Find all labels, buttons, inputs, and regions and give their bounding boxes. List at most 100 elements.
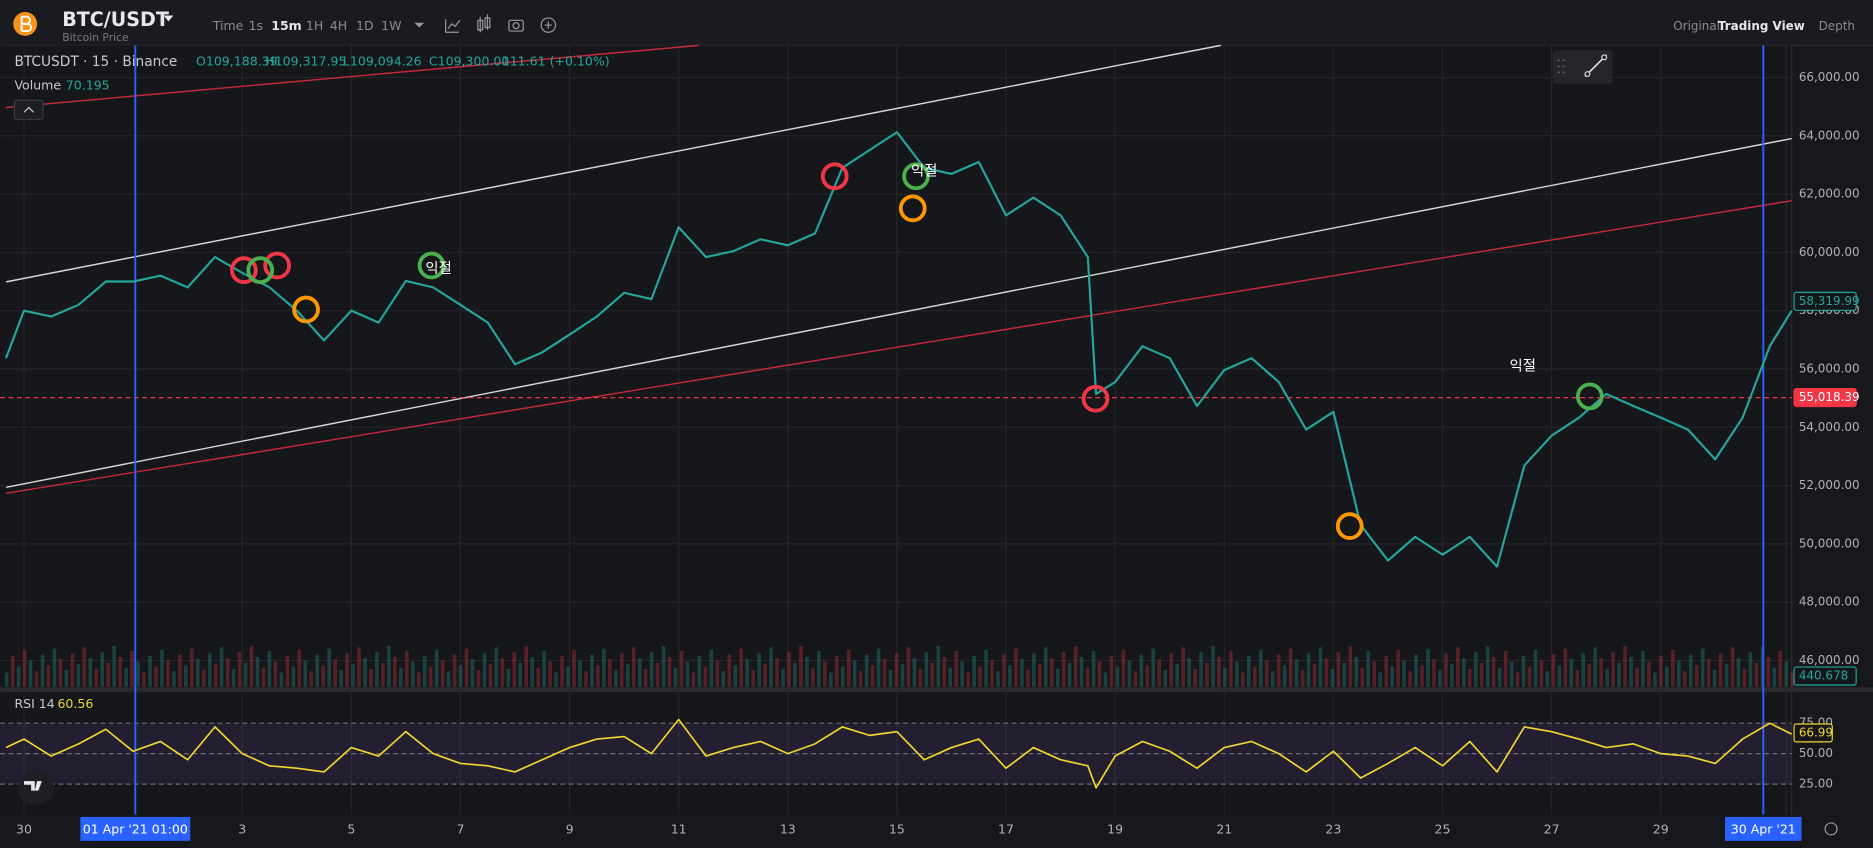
volume-texture [34,671,39,687]
volume-texture [1336,652,1341,687]
view-tab[interactable]: Original [1673,19,1720,33]
y-tick-label: 54,000.00 [1799,420,1860,434]
candles-icon[interactable] [477,14,491,33]
volume-texture [1587,664,1592,687]
volume-texture [416,672,421,687]
interval-button[interactable]: 1H [306,18,323,33]
camera-icon[interactable] [508,19,524,32]
volume-texture [190,648,194,687]
volume-texture [1754,662,1759,687]
interval-dropdown[interactable] [414,22,425,28]
volume-texture [1444,653,1448,687]
volume-texture [40,654,45,687]
volume-texture [52,648,57,687]
series-line [5,718,1793,789]
trend-line [5,199,1792,494]
volume-texture [428,666,433,687]
volume-texture [1569,659,1574,687]
volume-texture [142,672,146,687]
volume-texture [1551,654,1556,687]
camera-lens [512,22,520,30]
annotation: 익절 [911,162,937,179]
volume-texture [1002,654,1006,687]
marker-label: 30 Apr '21 [1731,822,1796,837]
volume-texture [1790,672,1795,687]
volume-texture [530,656,534,687]
volume-texture [524,646,529,687]
volume-texture [1593,647,1597,687]
volume-texture [136,661,140,687]
volume-texture [685,661,690,687]
volume-texture [769,647,773,687]
volume-texture [172,671,176,687]
volume-texture [852,660,857,687]
symbol[interactable]: BTC/USDT [62,8,169,31]
signal-ring [230,256,258,285]
symbol-dropdown[interactable] [163,15,174,22]
volume-texture [154,666,158,687]
volume-texture [703,666,708,687]
volume-texture [1736,658,1741,687]
volume-texture [1157,659,1162,687]
volume-texture [58,659,63,687]
volume-texture [1020,659,1024,687]
volume-texture [225,658,230,687]
volume-texture [1151,648,1156,687]
volume-texture [1097,661,1102,687]
volume-texture [823,661,827,687]
volume-texture [966,672,970,687]
volume-texture [1264,660,1269,687]
x-tick-label: 21 [1216,822,1232,837]
volume-texture [184,665,188,687]
volume-texture [195,659,200,687]
legend-low: L109,094.26 [343,54,422,69]
volume-texture [1539,660,1544,687]
volume-texture [446,671,451,687]
trend-line [5,44,1221,283]
interval-button[interactable]: Time [212,18,244,33]
volume-texture [1163,670,1168,687]
settings-icon[interactable] [1824,822,1838,836]
volume-texture [124,667,128,687]
volume-texture [160,649,164,687]
chart-type-icon[interactable] [445,19,461,33]
interval-button[interactable]: 15m [271,18,302,33]
volume-texture [1742,668,1747,687]
volume-texture [1724,664,1729,687]
volume-texture [28,660,33,687]
view-tab[interactable]: Trading View [1718,19,1805,33]
volume-texture [1306,653,1311,687]
volume-texture [1682,671,1687,687]
volume-texture [542,650,546,687]
interval-button[interactable]: 1W [381,18,401,33]
y-tick-label: 66,000.00 [1799,70,1860,84]
volume-texture [870,665,875,687]
view-tab[interactable]: Depth [1819,19,1855,33]
x-tick-label: 11 [671,822,687,837]
volume-texture [1408,671,1412,687]
interval-button[interactable]: 1s [249,18,264,33]
volume-texture [1420,665,1424,687]
volume-texture [1211,646,1215,687]
add-icon[interactable] [540,17,557,33]
volume-texture [817,650,821,687]
volume-texture [578,660,582,687]
interval-button[interactable]: 4H [330,18,347,33]
volume-texture [930,662,935,687]
series-line [4,131,1793,568]
volume-texture [1008,665,1012,687]
drag-handle[interactable] [1557,59,1565,73]
volume-value: 70.195 [66,77,110,92]
volume-texture [1294,659,1299,687]
signal-ring [820,162,849,191]
volume-texture [1014,648,1018,687]
volume-texture [1521,655,1526,687]
volume-texture [267,650,272,687]
volume-texture [739,648,744,687]
volume-texture [1258,649,1263,687]
collapse-button[interactable] [13,99,44,121]
interval-button[interactable]: 1D [356,18,374,33]
marker-label-bg [1725,816,1802,841]
